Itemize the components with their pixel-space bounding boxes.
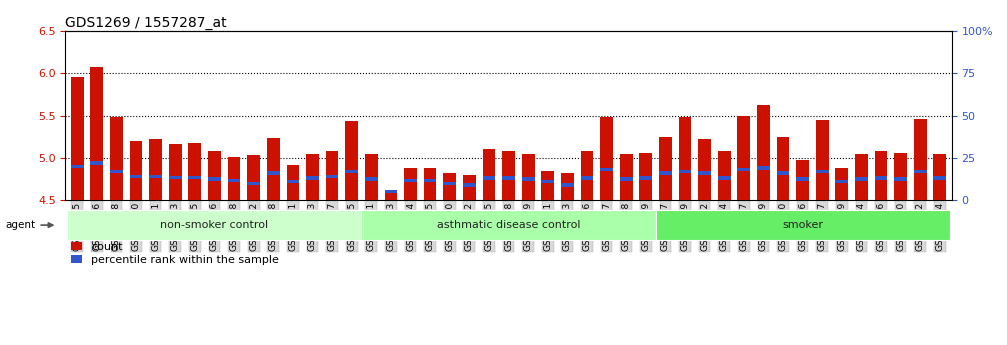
- Bar: [875, 151, 887, 200]
- Bar: [110, 170, 123, 173]
- Bar: [581, 151, 593, 200]
- Bar: [325, 175, 338, 178]
- Bar: [502, 151, 515, 200]
- Bar: [325, 151, 338, 200]
- Bar: [306, 176, 319, 180]
- Bar: [933, 154, 947, 200]
- Bar: [522, 155, 535, 200]
- Bar: [561, 173, 574, 200]
- Bar: [542, 171, 554, 200]
- Bar: [482, 149, 495, 200]
- Bar: [287, 165, 299, 200]
- Bar: [542, 180, 554, 183]
- Bar: [130, 175, 142, 178]
- Bar: [737, 116, 750, 200]
- Bar: [679, 117, 692, 200]
- Bar: [659, 171, 672, 175]
- Bar: [365, 154, 378, 200]
- Bar: [797, 159, 809, 200]
- Bar: [228, 179, 241, 183]
- Text: smoker: smoker: [782, 220, 823, 230]
- Bar: [385, 192, 398, 200]
- Bar: [757, 106, 769, 200]
- Bar: [600, 168, 613, 171]
- Bar: [91, 67, 103, 200]
- Bar: [267, 138, 280, 200]
- Bar: [70, 165, 84, 168]
- Bar: [463, 175, 475, 200]
- Bar: [855, 177, 868, 181]
- Bar: [188, 142, 201, 200]
- Bar: [248, 155, 260, 200]
- Bar: [836, 168, 848, 200]
- Bar: [816, 120, 829, 200]
- Bar: [110, 117, 123, 200]
- Bar: [757, 166, 769, 170]
- Bar: [424, 179, 436, 183]
- Bar: [169, 144, 181, 200]
- Bar: [894, 153, 907, 200]
- Bar: [502, 176, 515, 180]
- Bar: [914, 119, 926, 200]
- Bar: [698, 139, 711, 200]
- Bar: [639, 153, 653, 200]
- Bar: [385, 190, 398, 193]
- Bar: [619, 177, 632, 181]
- Bar: [169, 176, 181, 179]
- Bar: [443, 173, 456, 200]
- Bar: [875, 176, 887, 180]
- Bar: [306, 155, 319, 200]
- Bar: [424, 168, 436, 200]
- Text: agent: agent: [5, 220, 35, 230]
- Bar: [248, 181, 260, 185]
- Bar: [404, 179, 417, 183]
- Bar: [855, 155, 868, 200]
- Bar: [619, 155, 632, 200]
- Bar: [581, 176, 593, 180]
- Bar: [345, 170, 358, 173]
- Bar: [816, 170, 829, 173]
- Bar: [933, 176, 947, 180]
- Bar: [208, 151, 221, 200]
- Bar: [639, 176, 653, 180]
- Bar: [91, 161, 103, 165]
- Text: asthmatic disease control: asthmatic disease control: [437, 220, 580, 230]
- Bar: [287, 180, 299, 183]
- Bar: [70, 77, 84, 200]
- Bar: [718, 151, 730, 200]
- Text: GDS1269 / 1557287_at: GDS1269 / 1557287_at: [65, 16, 228, 30]
- Text: non-smoker control: non-smoker control: [160, 220, 269, 230]
- Bar: [149, 139, 162, 200]
- Bar: [365, 177, 378, 181]
- Bar: [443, 181, 456, 185]
- Bar: [522, 177, 535, 181]
- Bar: [482, 176, 495, 180]
- Bar: [698, 171, 711, 175]
- Bar: [776, 137, 789, 200]
- Bar: [914, 170, 926, 173]
- Bar: [208, 177, 221, 181]
- Bar: [776, 171, 789, 175]
- Bar: [149, 175, 162, 178]
- Bar: [600, 117, 613, 200]
- Bar: [188, 176, 201, 179]
- Bar: [267, 171, 280, 175]
- Bar: [130, 141, 142, 200]
- Legend: count, percentile rank within the sample: count, percentile rank within the sample: [71, 242, 279, 265]
- Bar: [404, 168, 417, 200]
- Bar: [737, 168, 750, 171]
- Bar: [797, 177, 809, 181]
- Bar: [718, 176, 730, 180]
- Bar: [836, 180, 848, 183]
- Bar: [894, 177, 907, 181]
- Bar: [228, 157, 241, 200]
- Bar: [463, 183, 475, 187]
- Bar: [561, 183, 574, 187]
- Bar: [679, 170, 692, 173]
- Bar: [659, 137, 672, 200]
- Bar: [345, 121, 358, 200]
